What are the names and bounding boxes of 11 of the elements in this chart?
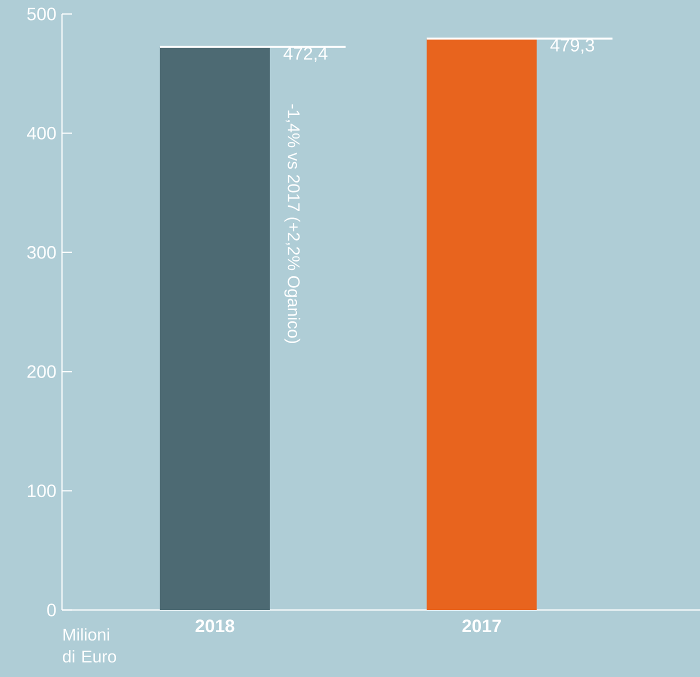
text: Milioni di Euro bbox=[62, 628, 116, 663]
y-tick-label: 0 bbox=[47, 604, 56, 616]
y-tick-label: 300 bbox=[27, 246, 56, 259]
y-tick-label: 400 bbox=[26, 126, 56, 140]
x-tick-label: 2018 bbox=[196, 620, 234, 632]
annotation: -1,4% vs 2017 (+2,2% Oganico) bbox=[284, 104, 300, 344]
y-tick-label: 200 bbox=[27, 365, 56, 378]
x-tick-label: 2017 bbox=[462, 620, 501, 632]
data-label: 472,4 bbox=[284, 47, 328, 62]
y-tick-label: 100 bbox=[28, 484, 56, 498]
y-tick-label: 500 bbox=[27, 8, 56, 20]
